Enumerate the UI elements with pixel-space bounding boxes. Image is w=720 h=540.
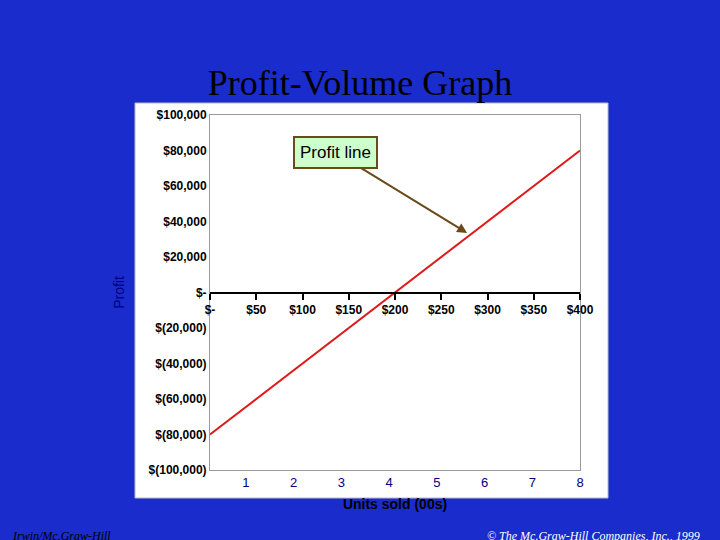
svg-text:Profit: Profit xyxy=(111,276,127,309)
svg-text:$20,000: $20,000 xyxy=(163,250,207,264)
svg-text:$250: $250 xyxy=(428,303,455,317)
svg-text:$-: $- xyxy=(196,286,207,300)
svg-text:8: 8 xyxy=(576,475,583,490)
svg-text:$80,000: $80,000 xyxy=(163,144,207,158)
svg-text:$300: $300 xyxy=(474,303,501,317)
svg-text:$50: $50 xyxy=(246,303,266,317)
svg-text:2: 2 xyxy=(290,475,297,490)
svg-text:$40,000: $40,000 xyxy=(163,215,207,229)
svg-text:$100: $100 xyxy=(289,303,316,317)
svg-text:4: 4 xyxy=(385,475,392,490)
svg-text:3: 3 xyxy=(338,475,345,490)
svg-text:Profit line: Profit line xyxy=(300,143,371,162)
svg-text:$-: $- xyxy=(205,303,216,317)
svg-text:5: 5 xyxy=(433,475,440,490)
svg-text:$(100,000): $(100,000) xyxy=(149,463,207,477)
svg-text:$200: $200 xyxy=(382,303,409,317)
svg-text:$(20,000): $(20,000) xyxy=(155,321,206,335)
svg-text:$(60,000): $(60,000) xyxy=(155,392,206,406)
svg-text:1: 1 xyxy=(242,475,249,490)
svg-text:$(80,000): $(80,000) xyxy=(155,428,206,442)
svg-text:$400: $400 xyxy=(567,303,594,317)
svg-text:Units sold (00s): Units sold (00s) xyxy=(343,496,447,512)
svg-text:Profit-Volume Graph: Profit-Volume Graph xyxy=(208,63,512,103)
svg-text:Irwin/Mc.Graw-Hill: Irwin/Mc.Graw-Hill xyxy=(12,529,111,540)
svg-text:7: 7 xyxy=(529,475,536,490)
svg-text:$350: $350 xyxy=(520,303,547,317)
svg-text:$60,000: $60,000 xyxy=(163,179,207,193)
svg-text:© The Mc.Graw-Hill Companies,: © The Mc.Graw-Hill Companies, Inc., 1999 xyxy=(487,529,700,540)
svg-text:$(40,000): $(40,000) xyxy=(155,357,206,371)
svg-text:6: 6 xyxy=(481,475,488,490)
svg-text:$150: $150 xyxy=(335,303,362,317)
svg-text:$100,000: $100,000 xyxy=(157,108,207,122)
